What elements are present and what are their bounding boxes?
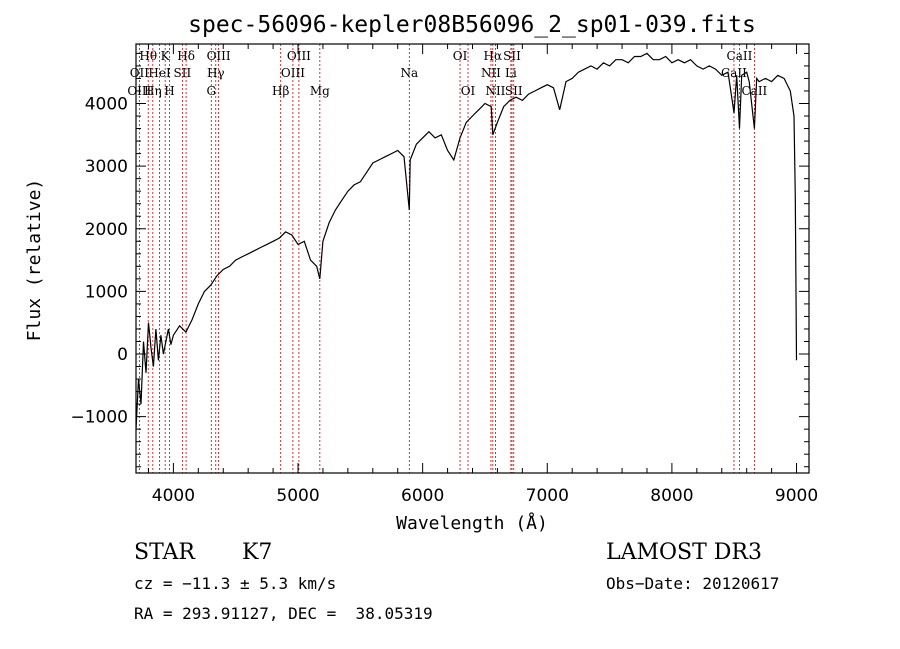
coordinates: RA = 293.91127, DEC = 38.05319 xyxy=(134,604,433,623)
spectral-line-label: Mg xyxy=(310,84,330,98)
object-class: STAR xyxy=(134,540,196,565)
x-tick-label: 8000 xyxy=(650,486,693,506)
spectral-line-label: Hθ xyxy=(139,49,157,63)
spectral-line-label: OI xyxy=(453,49,468,63)
spectral-line-label: SII xyxy=(174,66,192,80)
spectral-line-label: HeI xyxy=(148,66,171,80)
x-axis-label: Wavelength (Å) xyxy=(396,512,548,534)
spectral-line-label: Na xyxy=(400,66,418,80)
redshift-cz: cz = −11.3 ± 5.3 km/s xyxy=(134,574,336,593)
spectral-line-label: Hβ xyxy=(272,84,289,98)
spectral-line-label: OIII xyxy=(287,49,311,63)
spectral-line-label: SII xyxy=(503,49,521,63)
spectral-line-label: CaII xyxy=(721,66,747,80)
spectral-line-label: SII xyxy=(505,84,523,98)
spectrum-series-line xyxy=(136,52,798,430)
x-axis-ticks: 4000 5000 6000 7000 8000 9000 xyxy=(147,44,818,506)
y-axis-ticks: −1000 0 1000 2000 3000 4000 xyxy=(70,52,809,468)
y-axis-label: Flux (relative) xyxy=(24,179,45,342)
spectral-line-label: Hδ xyxy=(177,49,195,63)
obs-date: Obs−Date: 20120617 xyxy=(606,574,779,593)
spectral-line-label: NII xyxy=(485,84,505,98)
spectral-line-label: CaII xyxy=(741,84,767,98)
spectral-line-label: Hγ xyxy=(207,66,225,80)
y-tick-label: 0 xyxy=(117,345,128,365)
spectral-line-label: OIII xyxy=(281,66,305,80)
object-subclass: K7 xyxy=(242,540,272,565)
spectral-line-label: OI xyxy=(461,84,476,98)
x-tick-label: 6000 xyxy=(401,486,444,506)
spectral-line-label: OII xyxy=(130,66,150,80)
y-tick-label: 4000 xyxy=(85,94,128,114)
spectral-line-markers xyxy=(138,44,755,473)
chart-title: spec-56096-kepler08B56096_2_sp01-039.fit… xyxy=(188,12,756,38)
x-tick-label: 7000 xyxy=(526,486,569,506)
spectral-line-label: H xyxy=(164,84,174,98)
spectral-line-label: NII xyxy=(481,66,501,80)
spectral-line-label: Hα xyxy=(484,49,503,63)
y-tick-label: 3000 xyxy=(85,157,128,177)
spectral-line-label: K xyxy=(161,49,171,63)
survey-name: LAMOST DR3 xyxy=(606,540,762,565)
spectral-line-label: Li xyxy=(505,66,517,80)
y-tick-label: 2000 xyxy=(85,220,128,240)
spectral-line-label: Hη xyxy=(144,84,162,98)
spectral-line-label: G xyxy=(206,84,216,98)
x-tick-label: 5000 xyxy=(276,486,319,506)
plot-frame xyxy=(135,43,810,474)
y-tick-label: 1000 xyxy=(85,282,128,302)
spectral-line-label: OIII xyxy=(207,49,231,63)
x-tick-label: 4000 xyxy=(152,486,195,506)
x-tick-label: 9000 xyxy=(775,486,818,506)
y-tick-label: −1000 xyxy=(70,408,128,428)
spectral-line-label: CaII xyxy=(727,49,753,63)
